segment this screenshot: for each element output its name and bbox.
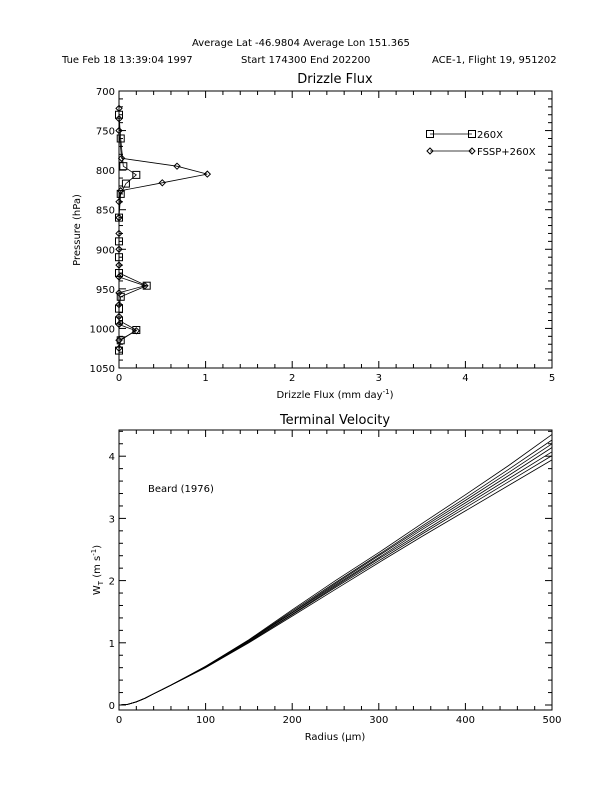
x-axis-label: Radius (µm)	[305, 732, 366, 743]
series-1-point	[116, 336, 125, 345]
series-1-point	[142, 281, 151, 290]
series-2-point	[141, 281, 149, 290]
series-2-point	[115, 344, 123, 352]
series-2-point	[117, 154, 126, 162]
legend-marker	[468, 147, 476, 155]
velocity-curve-7	[118, 459, 553, 706]
series-2-point	[115, 213, 123, 222]
series-line-1	[118, 114, 148, 351]
series-2-point	[115, 198, 123, 206]
drizzle-flux-chart: Drizzle Flux 0 1 2 3 4 5 700 750 800 850 900 950 100…	[72, 72, 555, 401]
y-tick-label: 1000	[90, 324, 115, 335]
y-tick-label: 700	[96, 87, 115, 98]
series-2-point	[115, 312, 123, 321]
legend-marker	[468, 130, 476, 138]
chart-title: Terminal Velocity	[279, 413, 390, 428]
legend-label: 260X	[477, 130, 503, 141]
terminal-velocity-chart: Terminal Velocity 0 100 200 300 400 50001234 …	[90, 413, 562, 743]
series-2-point	[115, 273, 123, 281]
series-2-point	[115, 289, 123, 297]
y-tick-label: 900	[96, 245, 115, 256]
y-tick-label: 1050	[90, 364, 115, 375]
series-group	[115, 104, 212, 355]
x-tick-label: 1	[202, 373, 208, 384]
header-location: Average Lat -46.9804 Average Lon 151.365	[192, 38, 410, 49]
y-tick-label: 0	[109, 701, 115, 712]
x-tick-label: 200	[283, 715, 302, 726]
series-1-point	[116, 134, 125, 143]
x-tick-label: 2	[289, 373, 295, 384]
tick-labels: 0 100 200 300 400 500 0 1 2 3 4	[109, 452, 562, 726]
series-2-point	[115, 320, 123, 329]
x-axis-label: Drizzle Flux (mm day-1)	[276, 388, 393, 401]
legend-marker	[426, 130, 434, 138]
x-tick-label: 4	[462, 373, 468, 384]
series-2-point	[115, 104, 123, 113]
series-2-point	[203, 170, 212, 178]
series-1-point	[116, 292, 125, 301]
header-time-range: Start 174300 End 202200	[241, 55, 371, 66]
series-2-point	[117, 187, 125, 195]
y-tick-label: 800	[96, 166, 115, 177]
y-tick-label: 750	[96, 127, 115, 138]
chart-title: Drizzle Flux	[297, 72, 373, 87]
axis-ticks	[118, 430, 553, 710]
series-2-point	[115, 114, 123, 123]
x-tick-label: 100	[196, 715, 215, 726]
x-tick-label: 300	[369, 715, 388, 726]
series-2-point	[115, 126, 123, 135]
x-tick-label: 0	[116, 715, 122, 726]
series-2-point	[115, 300, 123, 309]
series-2-point	[115, 229, 123, 238]
series-1-point	[121, 179, 130, 188]
y-axis-label: WT (m s-1)	[90, 545, 105, 595]
x-tick-label: 400	[456, 715, 475, 726]
annotation: Beard (1976)	[148, 484, 214, 495]
x-tick-label: 500	[542, 715, 561, 726]
y-tick-label: 2	[109, 577, 115, 588]
y-tick-label: 850	[96, 206, 115, 217]
series-group	[118, 434, 553, 706]
y-tick-label: 1	[109, 639, 115, 650]
y-axis-label: Pressure (hPa)	[72, 194, 83, 266]
legend-marker	[426, 147, 434, 155]
series-line-2	[118, 108, 208, 349]
header-flight: ACE-1, Flight 19, 951202	[432, 55, 557, 66]
y-tick-label: 3	[109, 514, 115, 525]
series-2-point	[115, 245, 123, 253]
legend: 260X FSSP+260X	[426, 130, 536, 158]
series-2-point	[158, 179, 167, 187]
series-2-point	[132, 327, 141, 335]
series-2-point	[115, 261, 123, 269]
velocity-curve-1	[118, 434, 553, 706]
header-date: Tue Feb 18 13:39:04 1997	[62, 55, 193, 66]
series-1-point	[119, 162, 128, 171]
series-1-point	[132, 170, 141, 179]
x-tick-label: 0	[116, 373, 122, 384]
legend-label: FSSP+260X	[477, 147, 536, 158]
tick-labels: 0 1 2 3 4 5 700 750 800 850 900 950 1000 1050	[90, 87, 556, 384]
plot-frame	[118, 429, 553, 711]
series-2-point	[115, 336, 123, 345]
velocity-curve-3	[118, 443, 553, 706]
y-tick-label: 950	[96, 285, 115, 296]
x-tick-label: 5	[549, 373, 555, 384]
x-tick-label: 3	[376, 373, 382, 384]
y-tick-label: 4	[109, 452, 115, 463]
series-2-point	[173, 162, 181, 170]
